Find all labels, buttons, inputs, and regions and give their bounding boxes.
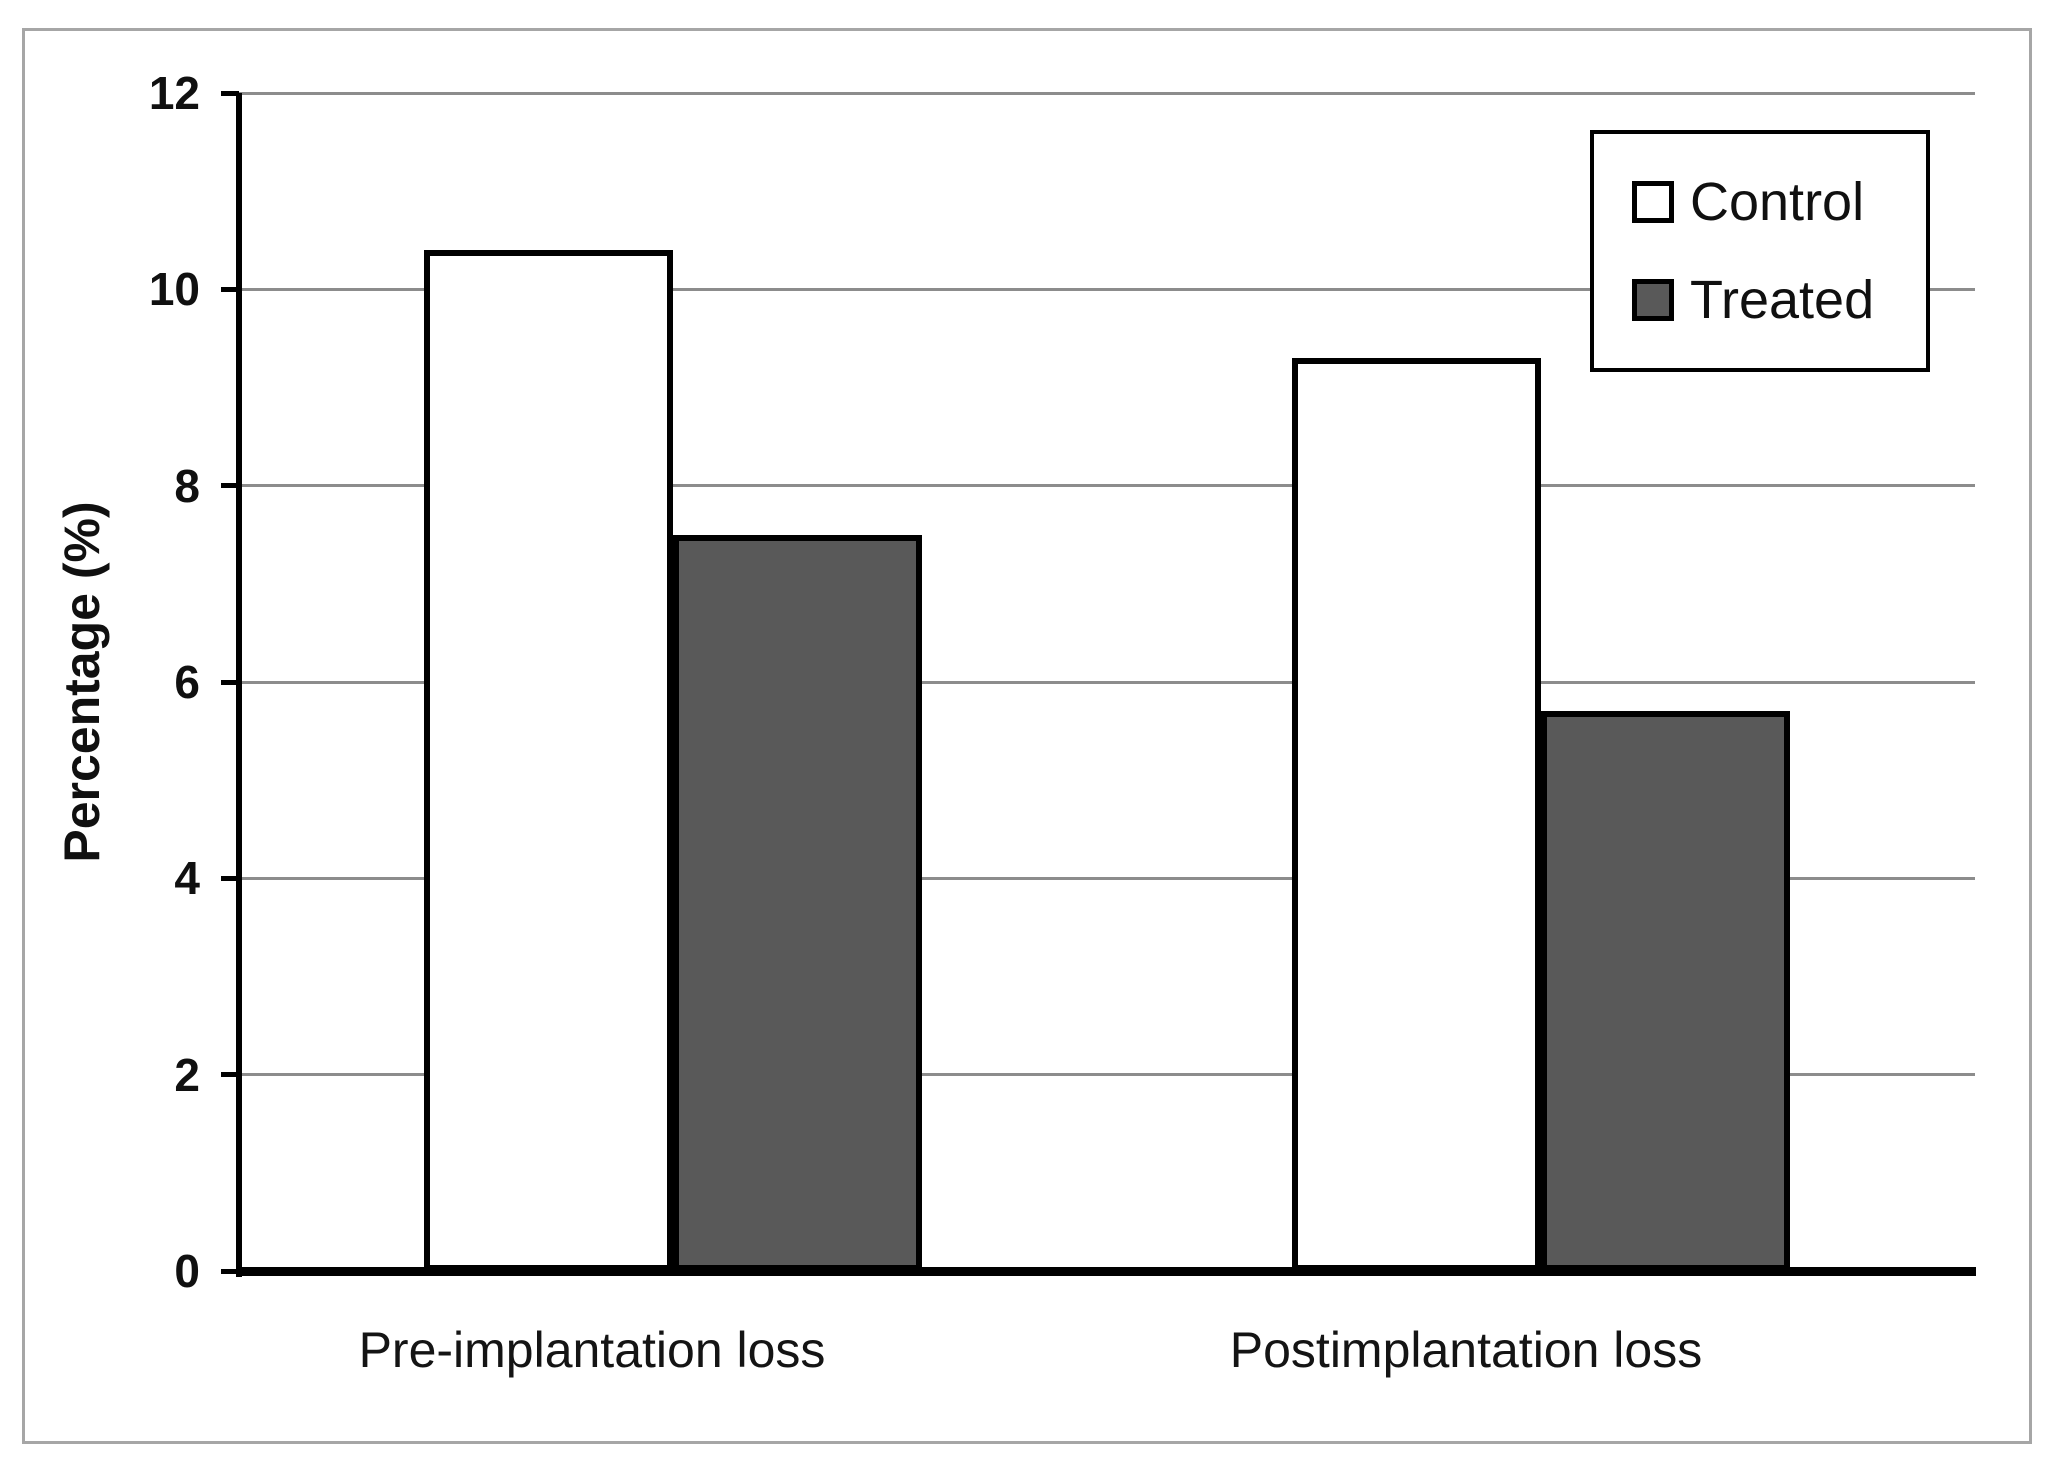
y-tick-10 bbox=[221, 286, 239, 292]
gridline-12 bbox=[239, 91, 1975, 95]
plot-area bbox=[221, 90, 1976, 1277]
legend-entry-treated: Treated bbox=[1632, 271, 1926, 329]
y-tick-6 bbox=[221, 679, 239, 685]
legend-swatch-treated-icon bbox=[1632, 278, 1674, 321]
y-tick-label-4: 4 bbox=[174, 852, 200, 905]
y-tick-label-12: 12 bbox=[148, 67, 200, 119]
gridline-8 bbox=[239, 484, 1975, 488]
gridline-2 bbox=[239, 1073, 1975, 1077]
legend-swatch-control-icon bbox=[1632, 181, 1674, 224]
y-axis-line bbox=[236, 93, 242, 1277]
bar-treated-group2 bbox=[1541, 711, 1790, 1271]
legend: Control Treated bbox=[1590, 130, 1930, 372]
y-tick-0 bbox=[221, 1268, 239, 1274]
gridline-6 bbox=[239, 680, 1975, 684]
y-tick-4 bbox=[221, 875, 239, 881]
y-tick-12 bbox=[221, 90, 239, 96]
legend-entry-control: Control bbox=[1632, 173, 1926, 231]
bar-treated-group1 bbox=[673, 534, 922, 1271]
gridline-4 bbox=[239, 876, 1975, 880]
y-tick-label-10: 10 bbox=[148, 263, 200, 316]
bar-control-group1 bbox=[424, 250, 673, 1271]
bar-control-group2 bbox=[1292, 358, 1541, 1271]
legend-label-control: Control bbox=[1690, 172, 1865, 233]
y-tick-label-0: 0 bbox=[174, 1245, 200, 1297]
legend-label-treated: Treated bbox=[1690, 269, 1875, 330]
y-tick-label-2: 2 bbox=[174, 1048, 200, 1101]
y-tick-2 bbox=[221, 1072, 239, 1078]
x-axis-line bbox=[236, 1267, 1976, 1276]
x-category-label-1: Pre-implantation loss bbox=[358, 1322, 826, 1378]
y-tick-label-8: 8 bbox=[174, 459, 200, 512]
x-category-label-2: Postimplantation loss bbox=[1229, 1322, 1703, 1378]
y-tick-label-6: 6 bbox=[174, 656, 200, 708]
y-tick-8 bbox=[221, 483, 239, 489]
gridline-10 bbox=[239, 287, 1975, 291]
